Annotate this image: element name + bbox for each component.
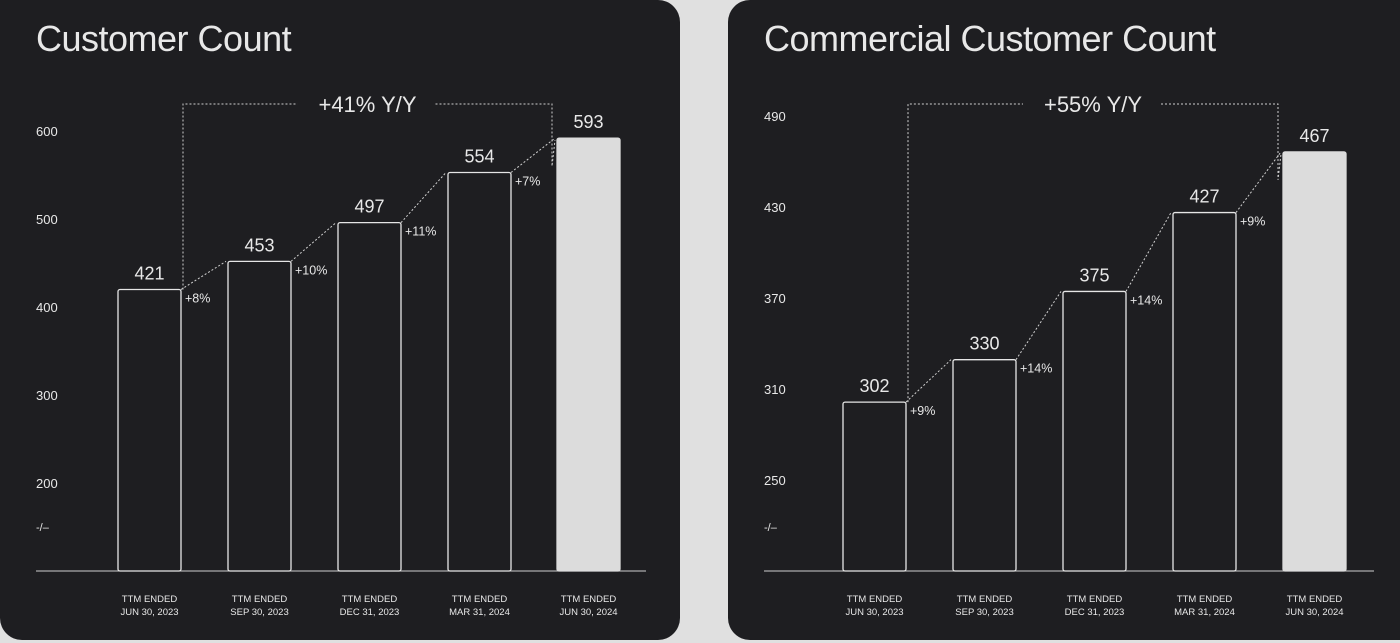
bar xyxy=(1172,211,1237,572)
growth-label: +7% xyxy=(515,174,540,188)
x-tick-label: JUN 30, 2023 xyxy=(120,607,178,618)
y-tick-label: 310 xyxy=(764,382,786,397)
growth-label: +10% xyxy=(295,263,327,277)
axis-break-mark: -/– xyxy=(764,522,778,534)
x-tick-label: JUN 30, 2024 xyxy=(1285,607,1343,618)
growth-connector xyxy=(400,172,447,223)
bar-value-label: 330 xyxy=(969,334,999,354)
growth-label: +9% xyxy=(910,404,935,418)
bar xyxy=(1062,290,1127,572)
x-tick-label: DEC 31, 2023 xyxy=(340,607,400,618)
growth-connector xyxy=(1015,291,1062,360)
bar xyxy=(556,137,621,572)
x-tick-label: MAR 31, 2024 xyxy=(449,607,510,618)
growth-label: +9% xyxy=(1240,215,1265,229)
bar xyxy=(952,359,1017,572)
bar-value-label: 427 xyxy=(1189,187,1219,207)
yoy-growth-label: +55% Y/Y xyxy=(1044,92,1142,117)
growth-connector xyxy=(180,260,227,290)
bar xyxy=(117,288,182,572)
yoy-bracket-left xyxy=(907,103,1023,403)
y-tick-label: 430 xyxy=(764,200,786,215)
x-tick-label: SEP 30, 2023 xyxy=(230,607,288,618)
x-tick-label: JUN 30, 2024 xyxy=(559,607,617,618)
chart-title: Customer Count xyxy=(36,18,292,59)
growth-label: +8% xyxy=(185,292,210,306)
bar xyxy=(1282,151,1347,572)
bar-value-label: 593 xyxy=(573,112,603,132)
growth-connector xyxy=(290,222,337,262)
y-tick-label: 500 xyxy=(36,212,58,227)
yoy-bracket-right xyxy=(435,103,556,167)
x-tick-label: DEC 31, 2023 xyxy=(1065,607,1125,618)
y-tick-label: 490 xyxy=(764,109,786,124)
bar-value-label: 497 xyxy=(354,197,384,217)
y-tick-label: 400 xyxy=(36,300,58,315)
growth-connector xyxy=(905,359,952,403)
bar-value-label: 421 xyxy=(134,264,164,284)
bar xyxy=(337,221,402,572)
x-tick-label: TTM ENDED xyxy=(1177,594,1233,605)
yoy-bracket-right xyxy=(1161,103,1282,180)
x-tick-label: MAR 31, 2024 xyxy=(1174,607,1235,618)
x-tick-label: SEP 30, 2023 xyxy=(955,607,1013,618)
x-tick-label: TTM ENDED xyxy=(342,594,398,605)
growth-connector xyxy=(1125,212,1172,292)
growth-label: +11% xyxy=(405,225,436,239)
x-tick-label: TTM ENDED xyxy=(1067,594,1123,605)
bar-value-label: 554 xyxy=(464,146,494,166)
customer-count-chart: 200 300 400 500 600 -/– 421 TTM ENDED JUN 30, 20… xyxy=(36,92,646,618)
customer-count-panel: Customer Count 200 300 400 500 600 -/– 421 TTM … xyxy=(0,0,680,640)
x-tick-label: JUN 30, 2023 xyxy=(845,607,903,618)
bar xyxy=(842,401,907,572)
axis-break-mark: -/– xyxy=(36,522,50,534)
growth-label: +14% xyxy=(1020,362,1052,376)
x-tick-label: TTM ENDED xyxy=(1287,594,1343,605)
x-tick-label: TTM ENDED xyxy=(561,594,617,605)
commercial-customer-count-chart: 250 310 370 430 490 -/– 302 TTM ENDED JUN 30, 20… xyxy=(764,92,1374,618)
x-tick-label: TTM ENDED xyxy=(452,594,508,605)
bar xyxy=(447,171,512,572)
y-tick-label: 200 xyxy=(36,476,58,491)
y-tick-label: 600 xyxy=(36,124,58,139)
x-tick-label: TTM ENDED xyxy=(847,594,903,605)
bar-value-label: 453 xyxy=(244,235,274,255)
y-tick-label: 300 xyxy=(36,388,58,403)
growth-connector xyxy=(510,137,556,173)
bar-value-label: 302 xyxy=(859,376,889,396)
x-tick-label: TTM ENDED xyxy=(122,594,178,605)
yoy-growth-label: +41% Y/Y xyxy=(318,92,416,117)
y-tick-label: 250 xyxy=(764,473,786,488)
growth-connector xyxy=(1235,151,1282,213)
yoy-bracket-left xyxy=(182,103,298,290)
y-tick-label: 370 xyxy=(764,291,786,306)
growth-label: +14% xyxy=(1130,293,1162,307)
bar-value-label: 375 xyxy=(1079,265,1109,285)
chart-title: Commercial Customer Count xyxy=(764,18,1216,59)
x-tick-label: TTM ENDED xyxy=(957,594,1013,605)
commercial-customer-count-panel: Commercial Customer Count 250 310 370 430 49… xyxy=(728,0,1400,640)
x-tick-label: TTM ENDED xyxy=(232,594,288,605)
bar xyxy=(227,260,292,572)
bar-value-label: 467 xyxy=(1299,126,1329,146)
